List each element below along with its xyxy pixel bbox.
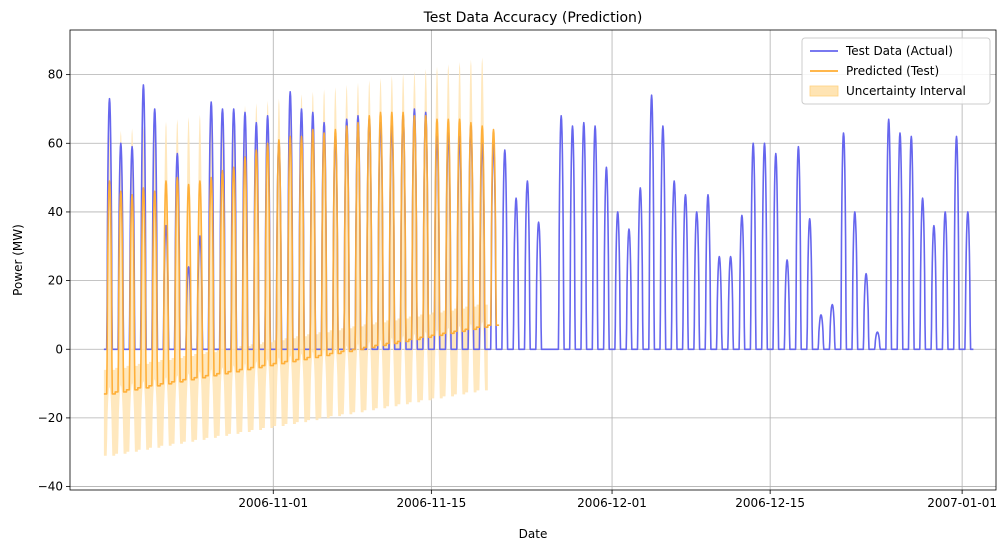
legend-label: Predicted (Test) [846, 64, 939, 78]
y-tick-label: 40 [48, 205, 63, 219]
axes-frame [69, 29, 997, 491]
legend-label: Uncertainty Interval [846, 84, 966, 98]
actual-line [103, 84, 974, 351]
predicted-line [103, 111, 500, 395]
y-tick-label: −40 [38, 480, 63, 494]
legend: Test Data (Actual) Predicted (Test) Uncert… [801, 37, 991, 105]
predicted-series [103, 111, 500, 395]
legend-label: Test Data (Actual) [845, 44, 953, 58]
chart-title: Test Data Accuracy (Prediction) [423, 10, 643, 26]
x-tick-label: 2006-12-15 [735, 496, 805, 510]
x-tick-label: 2006-12-01 [577, 496, 647, 510]
x-tick-label: 2006-11-01 [238, 496, 308, 510]
legend-swatch [809, 85, 839, 97]
y-tick-label: −20 [38, 411, 63, 425]
x-tick-label: 2007-01-01 [927, 496, 997, 510]
y-tick-label: 20 [48, 274, 63, 288]
uncertainty-band [103, 57, 488, 456]
y-tick-label: 80 [48, 68, 63, 82]
y-axis: −40 −20 0 20 40 60 80 [38, 68, 70, 494]
legend-box [801, 37, 991, 105]
y-axis-label: Power (MW) [11, 224, 25, 296]
x-axis: 2006-11-01 2006-11-15 2006-12-01 2006-12-15… [238, 490, 997, 510]
x-tick-label: 2006-11-15 [396, 496, 466, 510]
x-axis-label: Date [519, 527, 548, 541]
y-tick-label: 0 [55, 342, 63, 356]
axes-border [69, 29, 997, 491]
y-tick-label: 60 [48, 136, 63, 150]
actual-series [103, 84, 974, 351]
uncertainty-band-area [103, 57, 488, 456]
